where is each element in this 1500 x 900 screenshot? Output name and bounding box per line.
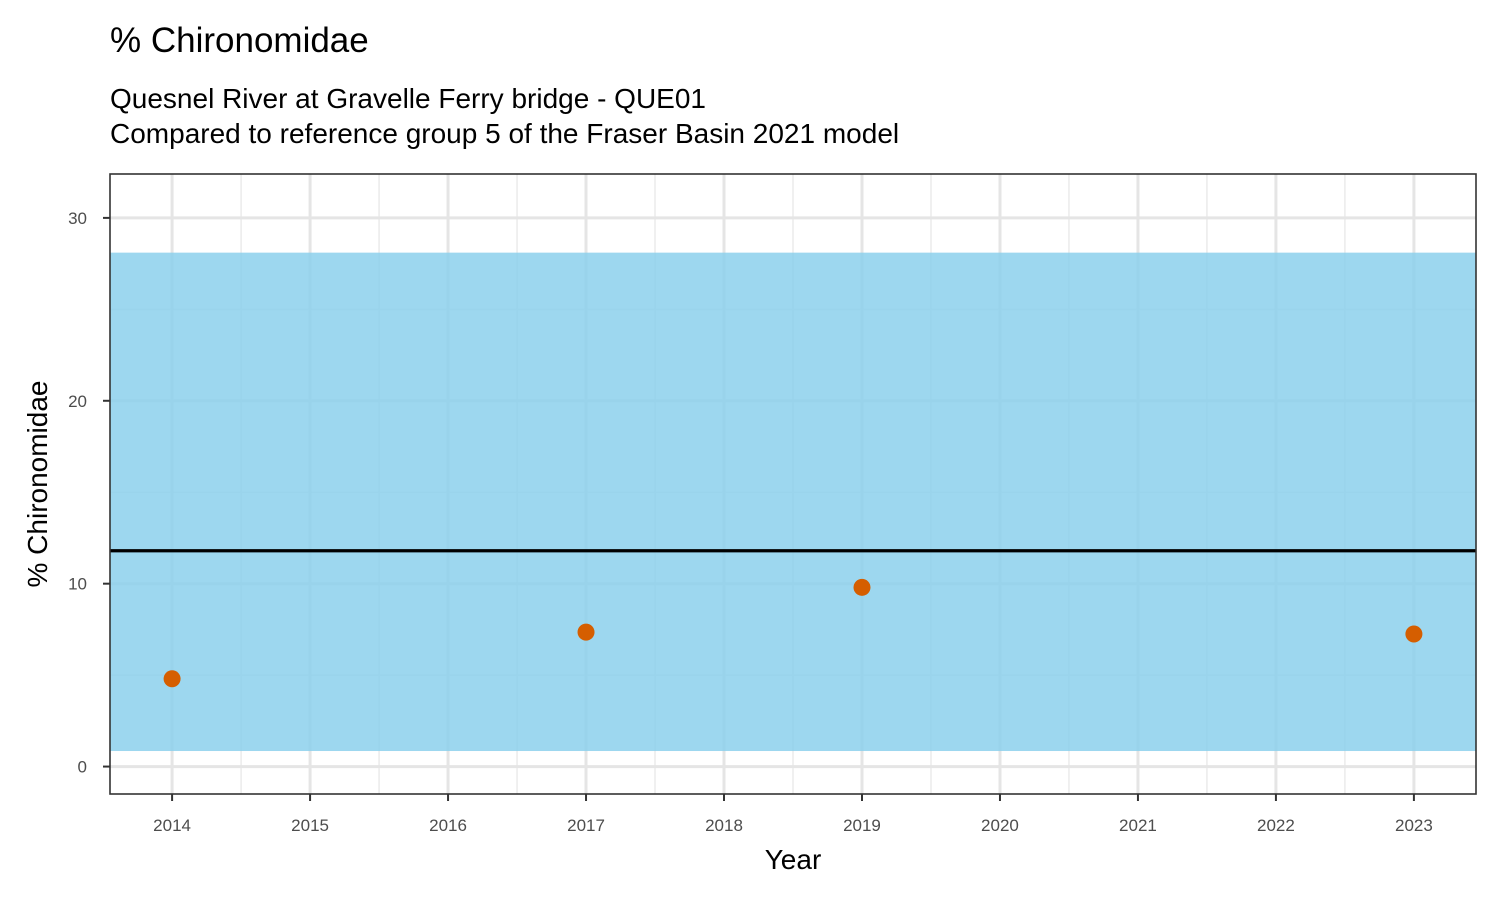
x-tick-label: 2020 bbox=[981, 816, 1019, 835]
x-tick-label: 2021 bbox=[1119, 816, 1157, 835]
data-point-2014 bbox=[163, 670, 181, 688]
x-tick-label: 2015 bbox=[291, 816, 329, 835]
data-points bbox=[163, 578, 1423, 688]
x-tick-label: 2014 bbox=[153, 816, 191, 835]
chart-subtitle-line-2: Compared to reference group 5 of the Fra… bbox=[110, 118, 899, 149]
x-tick-label: 2018 bbox=[705, 816, 743, 835]
y-axis: 0 10 20 30 bbox=[68, 209, 110, 777]
y-tick-label: 20 bbox=[68, 392, 87, 411]
y-tick-label: 30 bbox=[68, 209, 87, 228]
x-tick-label: 2023 bbox=[1395, 816, 1433, 835]
data-point-2019 bbox=[853, 578, 871, 596]
y-tick-label: 0 bbox=[78, 758, 87, 777]
x-tick-label: 2019 bbox=[843, 816, 881, 835]
chart-title: % Chironomidae bbox=[110, 21, 369, 60]
data-point-2017 bbox=[577, 623, 595, 641]
plot-border bbox=[109, 173, 1477, 795]
x-tick-label: 2022 bbox=[1257, 816, 1295, 835]
chart-subtitle-line-1: Quesnel River at Gravelle Ferry bridge -… bbox=[110, 83, 706, 114]
x-axis: 2014 2015 2016 2017 2018 2019 2020 2021 2022 2023 bbox=[153, 794, 1433, 835]
data-point-2023 bbox=[1405, 625, 1423, 643]
y-tick-label: 10 bbox=[68, 575, 87, 594]
reference-band bbox=[110, 252, 1476, 752]
y-axis-title: % Chironomidae bbox=[22, 381, 53, 588]
x-tick-label: 2016 bbox=[429, 816, 467, 835]
x-axis-title: Year bbox=[765, 844, 822, 875]
x-tick-label: 2017 bbox=[567, 816, 605, 835]
